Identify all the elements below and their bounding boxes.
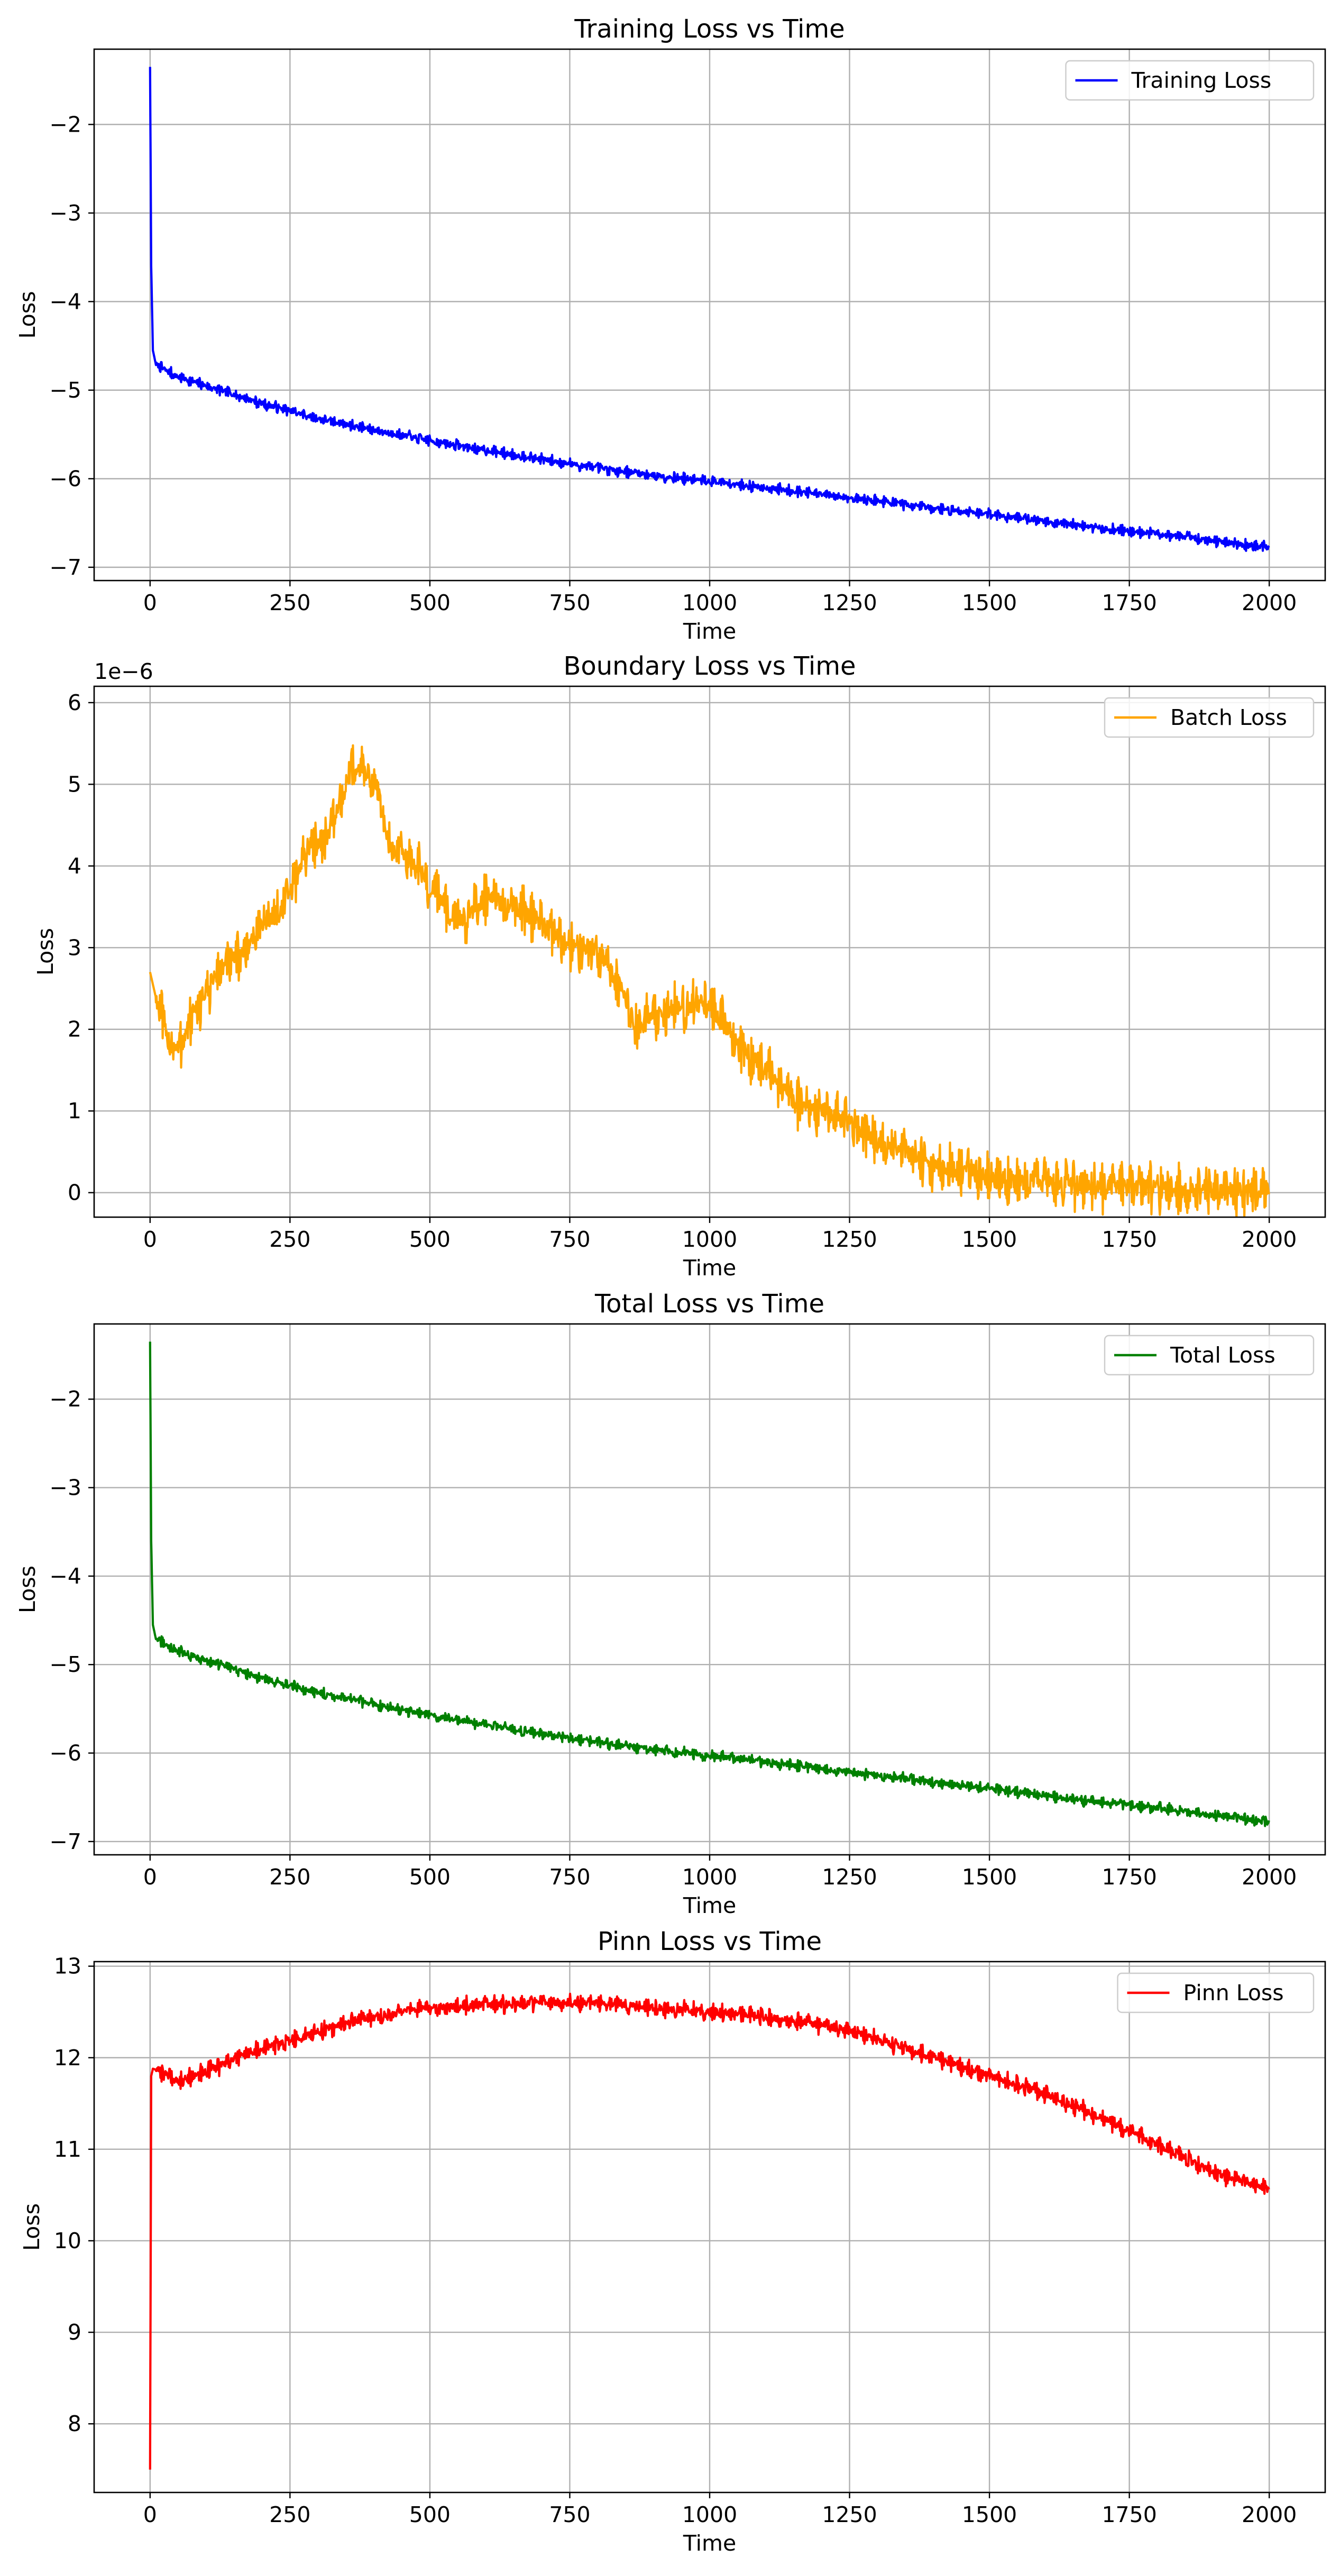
legend-label: Training Loss (1131, 68, 1272, 93)
series-line-batch-loss (149, 744, 1270, 1218)
y-tick-label: −5 (50, 1652, 81, 1677)
x-tick-label: 0 (143, 590, 157, 615)
chart-title: Total Loss vs Time (594, 1289, 824, 1319)
x-axis-label: Time (683, 619, 736, 644)
x-tick-label: 500 (409, 1227, 451, 1252)
y-tick-label: 13 (54, 1954, 81, 1979)
y-tick-label: 6 (68, 690, 81, 715)
y-tick-label: −3 (50, 1475, 81, 1501)
x-tick-label: 750 (549, 1864, 590, 1890)
chart-panel-3: 0 250 500 750 1000 1250 1500 1750 2000 −7 −6 −5 −4 −3… (15, 1289, 1326, 1918)
y-tick-label: 8 (68, 2411, 81, 2436)
y-axis-label: Loss (33, 928, 58, 976)
legend: Batch Loss (1104, 697, 1315, 738)
x-tick-label: 250 (269, 1227, 310, 1252)
y-tick-label: 9 (68, 2320, 81, 2345)
x-tick-label: 1250 (822, 1864, 877, 1890)
y-tick-label: 12 (54, 2045, 81, 2071)
x-tick-label: 250 (269, 1864, 310, 1890)
chart-panel-1: 0 250 500 750 1000 1250 1500 1750 2000 −7 −6 −5 −4 −3… (15, 14, 1326, 644)
y-tick-label: −3 (50, 200, 81, 226)
x-tick-label: 1500 (962, 2502, 1017, 2527)
x-tick-label: 750 (549, 1227, 590, 1252)
chart-title: Pinn Loss vs Time (598, 1927, 822, 1956)
y-tick-label: 4 (68, 853, 81, 879)
x-tick-label: 1000 (682, 2502, 737, 2527)
x-tick-label: 500 (409, 590, 451, 615)
x-axis-label: Time (683, 1255, 736, 1281)
x-tick-label: 0 (143, 2502, 157, 2527)
y-axis-label: Loss (15, 291, 40, 339)
x-tick-label: 0 (143, 1864, 157, 1890)
y-tick-label: 5 (68, 771, 81, 797)
y-tick-label: −7 (50, 1829, 81, 1854)
x-tick-label: 1500 (962, 1227, 1017, 1252)
x-tick-label: 750 (549, 590, 590, 615)
legend-label: Pinn Loss (1183, 1980, 1284, 2005)
x-tick-label: 2000 (1242, 2502, 1297, 2527)
series-line-pinn-loss (149, 1992, 1270, 2470)
x-tick-label: 1250 (822, 2502, 877, 2527)
x-tick-label: 1000 (682, 1227, 737, 1252)
series-line-training-loss (149, 67, 1270, 552)
x-tick-label: 1250 (822, 1227, 877, 1252)
y-tick-label: 1 (68, 1098, 81, 1124)
y-tick-label: −2 (50, 112, 81, 137)
y-tick-label: −5 (50, 378, 81, 403)
y-tick-label: 2 (68, 1017, 81, 1042)
x-tick-label: 500 (409, 1864, 451, 1890)
y-tick-label: 0 (68, 1180, 81, 1206)
y-offset-text: 1e−6 (94, 659, 153, 684)
x-tick-label: 250 (269, 2502, 310, 2527)
x-tick-label: 500 (409, 2502, 451, 2527)
x-tick-label: 1500 (962, 1864, 1017, 1890)
x-tick-label: 1750 (1102, 1864, 1157, 1890)
x-tick-label: 1000 (682, 1864, 737, 1890)
y-axis-label: Loss (19, 2203, 44, 2251)
legend-box (1104, 697, 1315, 738)
x-tick-label: 1000 (682, 590, 737, 615)
legend-box (1065, 60, 1315, 101)
y-tick-label: −4 (50, 1563, 81, 1589)
x-tick-label: 0 (143, 1227, 157, 1252)
y-tick-label: −2 (50, 1386, 81, 1412)
x-tick-label: 1750 (1102, 590, 1157, 615)
legend-box (1117, 1972, 1315, 2013)
legend: Total Loss (1104, 1335, 1315, 1376)
y-tick-label: −6 (50, 466, 81, 491)
x-tick-label: 250 (269, 590, 310, 615)
x-axis-label: Time (683, 1893, 736, 1918)
x-tick-label: 1250 (822, 590, 877, 615)
y-tick-label: 10 (54, 2228, 81, 2253)
x-tick-label: 1500 (962, 590, 1017, 615)
y-tick-label: −4 (50, 289, 81, 314)
x-axis-label: Time (683, 2531, 736, 2556)
x-tick-label: 750 (549, 2502, 590, 2527)
x-tick-label: 2000 (1242, 1227, 1297, 1252)
x-tick-label: 1750 (1102, 1227, 1157, 1252)
chart-panel-2: 0 250 500 750 1000 1250 1500 1750 2000 0 1 2 3 4 5 6 Bou… (33, 651, 1326, 1281)
legend-label: Total Loss (1170, 1342, 1275, 1368)
chart-panel-4: 0 250 500 750 1000 1250 1500 1750 2000 8 9 10 11 12 13… (19, 1927, 1326, 2556)
x-tick-label: 2000 (1242, 590, 1297, 615)
y-tick-label: 11 (54, 2137, 81, 2162)
y-tick-label: 3 (68, 935, 81, 960)
y-tick-label: −7 (50, 555, 81, 580)
panels: 0 250 500 750 1000 1250 1500 1750 2000−7−6−5−4−3… (15, 14, 1326, 2556)
x-tick-label: 1750 (1102, 2502, 1157, 2527)
y-axis-label: Loss (15, 1566, 40, 1613)
legend-box (1104, 1335, 1315, 1376)
legend: Training Loss (1065, 60, 1315, 101)
legend-label: Batch Loss (1170, 705, 1287, 730)
chart-title: Training Loss vs Time (574, 14, 845, 44)
series-line-total-loss (149, 1341, 1270, 1827)
chart-title: Boundary Loss vs Time (563, 651, 856, 681)
x-tick-label: 2000 (1242, 1864, 1297, 1890)
legend: Pinn Loss (1117, 1972, 1315, 2013)
y-tick-label: −6 (50, 1741, 81, 1766)
